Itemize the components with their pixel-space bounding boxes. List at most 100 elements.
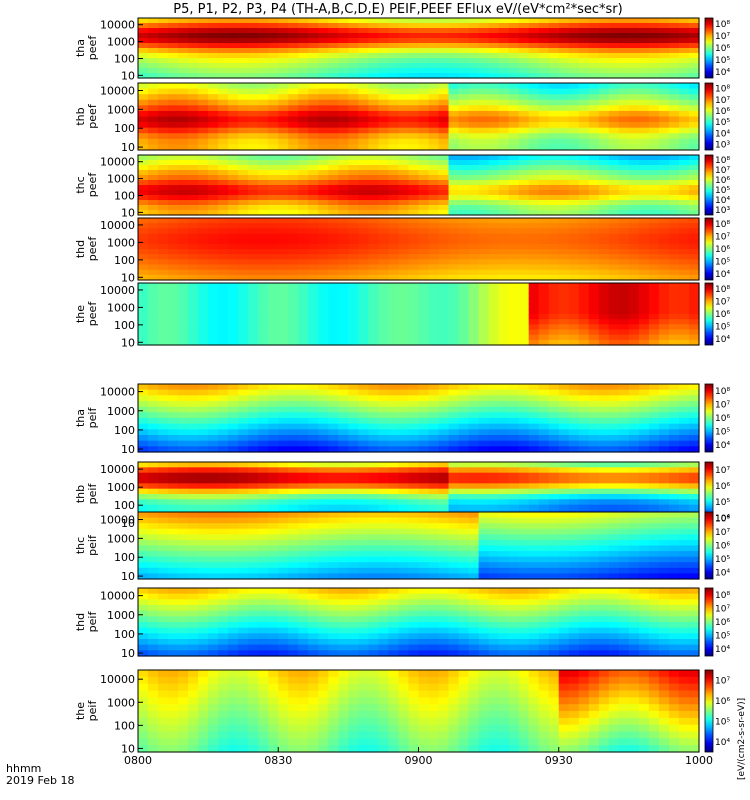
heatmap-cell <box>678 499 690 506</box>
heatmap-cell <box>568 138 580 146</box>
heatmap-cell <box>458 185 470 191</box>
heatmap-cell <box>378 314 390 320</box>
heatmap-cell <box>678 446 690 453</box>
heatmap-cell <box>648 314 660 320</box>
heatmap-cell <box>648 133 660 140</box>
heatmap-cell <box>338 116 349 123</box>
heatmap-cell <box>638 110 650 118</box>
heatmap-cell <box>398 249 410 255</box>
heatmap-cell <box>278 48 289 54</box>
heatmap-cell <box>148 43 159 49</box>
heatmap-cell <box>368 418 380 425</box>
heatmap-cell <box>268 308 279 315</box>
heatmap-cell <box>218 175 229 181</box>
heatmap-cell <box>458 264 470 271</box>
heatmap-cell <box>138 395 149 402</box>
heatmap-cell <box>458 18 470 24</box>
heatmap-cell <box>378 160 390 166</box>
heatmap-cell <box>368 334 380 341</box>
heatmap-cell <box>478 48 490 54</box>
heatmap-cell <box>648 116 660 123</box>
heatmap-cell <box>418 238 430 245</box>
heatmap-cell <box>578 200 590 206</box>
heatmap-cell <box>398 122 410 129</box>
heatmap-cell <box>168 218 179 224</box>
heatmap-cell <box>648 243 660 250</box>
heatmap-cell <box>358 48 370 54</box>
heatmap-cell <box>168 562 179 569</box>
heatmap-cell <box>648 283 660 289</box>
heatmap-cell <box>178 160 189 166</box>
heatmap-cell <box>628 298 640 305</box>
heatmap-cell <box>548 38 560 44</box>
heatmap-cell <box>528 283 540 289</box>
y-tick-label: 100 <box>114 254 135 267</box>
heatmap-cell <box>488 319 500 325</box>
heatmap-cell <box>528 155 540 161</box>
heatmap-cell <box>468 155 480 161</box>
heatmap-cell <box>498 38 510 44</box>
heatmap-cell <box>418 58 430 64</box>
heatmap-cell <box>648 18 660 24</box>
heatmap-cell <box>308 249 319 255</box>
heatmap-cell <box>658 483 670 490</box>
heatmap-cell <box>478 144 490 151</box>
heatmap-cell <box>148 133 159 140</box>
heatmap-cell <box>448 210 460 216</box>
heatmap-cell <box>248 494 259 500</box>
heatmap-cell <box>388 283 400 289</box>
heatmap-cell <box>248 18 259 24</box>
heatmap-cell <box>228 38 239 44</box>
heatmap-cell <box>598 210 610 216</box>
heatmap-cell <box>438 58 450 64</box>
heatmap-cell <box>288 298 299 305</box>
heatmap-cell <box>268 223 279 229</box>
heatmap-cell <box>168 195 179 201</box>
colorbar-tick-label: 10⁷ <box>715 32 730 42</box>
heatmap-cell <box>298 200 309 206</box>
heatmap-cell <box>678 269 690 276</box>
heatmap-cell <box>208 195 219 201</box>
heatmap-cell <box>278 175 289 181</box>
heatmap-cell <box>198 110 209 118</box>
heatmap-cell <box>238 58 249 64</box>
heatmap-cell <box>268 94 279 101</box>
heatmap-cell <box>178 499 189 506</box>
heatmap-cell <box>498 195 510 201</box>
heatmap-cell <box>448 423 460 430</box>
heatmap-cell <box>138 110 149 118</box>
heatmap-cell <box>518 190 530 196</box>
heatmap-cell <box>508 264 520 271</box>
heatmap-cell <box>218 528 229 535</box>
heatmap-cell <box>578 483 590 490</box>
heatmap-cell <box>178 478 189 484</box>
heatmap-cell <box>388 446 400 453</box>
heatmap-cell <box>328 293 339 300</box>
heatmap-cell <box>538 269 550 276</box>
heatmap-cell <box>688 238 700 245</box>
heatmap-cell <box>188 18 199 24</box>
heatmap-cell <box>148 53 159 59</box>
heatmap-cell <box>508 339 520 346</box>
heatmap-cell <box>638 63 650 69</box>
heatmap-cell <box>458 298 470 305</box>
heatmap-cell <box>358 68 370 74</box>
heatmap-cell <box>658 205 670 211</box>
heatmap-cell <box>548 472 560 479</box>
heatmap-cell <box>238 254 249 260</box>
heatmap-cell <box>648 329 660 336</box>
heatmap-cell <box>388 23 400 29</box>
heatmap-cell <box>638 462 650 468</box>
heatmap-cell <box>458 99 470 106</box>
heatmap-cell <box>498 223 510 229</box>
heatmap-cell <box>168 308 179 315</box>
heatmap-cell <box>408 395 420 402</box>
heatmap-cell <box>578 144 590 151</box>
heatmap-cell <box>408 73 420 79</box>
heatmap-cell <box>208 384 219 391</box>
heatmap-cell <box>208 523 219 530</box>
heatmap-cell <box>588 110 600 118</box>
heatmap-cell <box>458 478 470 484</box>
heatmap-cell <box>238 269 249 276</box>
